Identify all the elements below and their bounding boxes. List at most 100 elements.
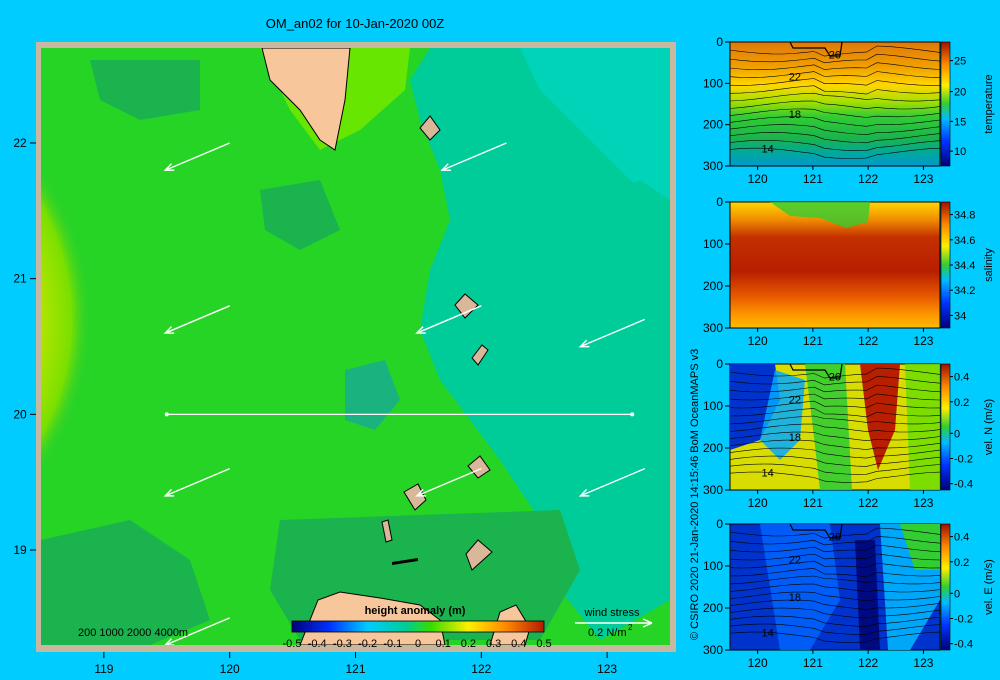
map-xtick-label: 121 bbox=[345, 662, 365, 676]
panel-contour-line bbox=[729, 591, 941, 602]
contour-low-ne-deep bbox=[520, 48, 670, 210]
panel-xtick-label: 120 bbox=[748, 496, 768, 510]
panel-contour-line bbox=[729, 560, 941, 569]
panel-xtick-label: 120 bbox=[748, 656, 768, 670]
wind-vector bbox=[163, 142, 230, 171]
panel-contour-line bbox=[729, 568, 941, 578]
contour-mid-dark-center bbox=[260, 180, 340, 250]
panel-xtick-label: 120 bbox=[748, 172, 768, 186]
panel-contour-line bbox=[729, 527, 941, 539]
panel-cbar-tick-label: -0.4 bbox=[954, 639, 973, 651]
panel-contour-line bbox=[729, 124, 941, 136]
panel-velN-southward-2 bbox=[760, 370, 805, 460]
panel-contour-line bbox=[729, 45, 941, 57]
panel-contour-line bbox=[729, 71, 941, 78]
map-ytick-label: 20 bbox=[13, 407, 27, 421]
wind-vector bbox=[440, 142, 507, 171]
panel-ytick-label: 300 bbox=[703, 643, 723, 657]
panel-cbar-tick-label: 0.4 bbox=[954, 532, 969, 544]
panel-cbar-tick-label: 34.2 bbox=[954, 285, 975, 297]
panel-cbar-tick-label: 0.2 bbox=[954, 397, 969, 409]
panel-contour-line bbox=[729, 553, 941, 561]
panel-contour-line bbox=[729, 455, 941, 467]
map-colorbar-bar bbox=[291, 620, 545, 633]
panel-contour-line bbox=[729, 431, 941, 442]
panel-cbar-tick-label: 25 bbox=[954, 56, 966, 68]
section-line-start bbox=[164, 412, 169, 417]
panel-contour-line bbox=[729, 471, 941, 483]
wind-legend: wind stress 0.2 N/m 2 bbox=[575, 607, 653, 639]
panel-label-velE: vel. E (m/s) bbox=[983, 559, 995, 615]
land-island-7 bbox=[465, 539, 493, 571]
panel-salinity bbox=[729, 201, 951, 329]
panel-contour-line bbox=[729, 439, 941, 450]
panel-axes-text: 0 100 200 300 120 121 122 123 25 20 15 10 temperatur… bbox=[703, 35, 995, 670]
panel-ytick-label: 200 bbox=[703, 118, 723, 132]
panel-ytick-label: 300 bbox=[703, 483, 723, 497]
panel-cbar-tick-label: -0.2 bbox=[954, 454, 973, 466]
panel-contour-line bbox=[729, 147, 941, 159]
map-colorbar-tick: 0.2 bbox=[461, 638, 476, 650]
panel-xtick-label: 123 bbox=[913, 656, 933, 670]
panel-velE-colorbar bbox=[940, 523, 951, 651]
panel-xtick-label: 122 bbox=[858, 496, 878, 510]
panel-contour-line bbox=[729, 463, 941, 475]
land-island-3 bbox=[471, 344, 489, 366]
panel-xtick-label: 122 bbox=[858, 172, 878, 186]
panel-contour-label: 22 bbox=[789, 72, 801, 84]
panel-contour-label: 22 bbox=[789, 554, 801, 566]
panel-cbar-tick-label: 20 bbox=[954, 87, 966, 99]
panel-contour-label: 26 bbox=[829, 49, 841, 61]
panel-contour-line bbox=[729, 447, 941, 459]
panel-xtick-label: 121 bbox=[803, 656, 823, 670]
panel-contour-line bbox=[729, 544, 941, 553]
map-colorbar-tick: 0.4 bbox=[511, 638, 526, 650]
map-ytick-label: 22 bbox=[13, 136, 27, 150]
map-colorbar-tick: -0.4 bbox=[308, 638, 327, 650]
map-xtick-label: 122 bbox=[471, 662, 491, 676]
panel-contour-line bbox=[729, 62, 941, 71]
panel-cbar-tick-label: 34.4 bbox=[954, 260, 975, 272]
panel-contour-line bbox=[729, 607, 941, 619]
contour-teal-center bbox=[345, 360, 400, 430]
panel-contour-line bbox=[729, 408, 941, 418]
panel-xtick-label: 123 bbox=[913, 334, 933, 348]
panel-contour-line bbox=[729, 78, 941, 86]
panel-ytick-label: 100 bbox=[703, 237, 723, 251]
map-colorbar-tick: -0.1 bbox=[383, 638, 402, 650]
map-xtick-label: 123 bbox=[597, 662, 617, 676]
wind-vector bbox=[163, 467, 230, 497]
map-ytick-label: 19 bbox=[13, 543, 27, 557]
panel-contour-line bbox=[729, 100, 941, 110]
panel-contour-line bbox=[729, 536, 941, 546]
panel-cbar-tick-label: -0.4 bbox=[954, 479, 973, 491]
panel-cbar-tick-label: 0 bbox=[954, 588, 960, 600]
map-ytick-label: 21 bbox=[13, 272, 27, 286]
panel-cbar-tick-label: 34.6 bbox=[954, 235, 975, 247]
panel-xtick-label: 121 bbox=[803, 334, 823, 348]
contour-mid-dark-west bbox=[41, 520, 210, 645]
panel-label-temperature: temperature bbox=[983, 74, 995, 133]
map-colorbar-tick: 0.1 bbox=[436, 638, 451, 650]
panel-velN-east bbox=[905, 364, 940, 490]
panel-velN-northward bbox=[860, 364, 900, 470]
panel-contour-line bbox=[729, 92, 941, 102]
panel-contour-line bbox=[729, 415, 941, 425]
panel-contour-label: 14 bbox=[762, 467, 774, 479]
panel-contour-line bbox=[729, 615, 941, 627]
panel-contour-line bbox=[729, 85, 941, 95]
panel-contour-label: 18 bbox=[789, 592, 801, 604]
panel-temperature: 26 22 18 14 bbox=[729, 41, 951, 167]
wind-vector bbox=[415, 467, 482, 497]
panel-cbar-tick-label: 34 bbox=[954, 310, 966, 322]
depth-legend: 200 1000 2000 4000m bbox=[78, 627, 188, 639]
land-island-8 bbox=[392, 558, 418, 565]
panel-velE-green bbox=[900, 524, 940, 570]
panel-xtick-label: 122 bbox=[858, 656, 878, 670]
panel-xtick-label: 120 bbox=[748, 334, 768, 348]
map-colorbar-tick: 0.3 bbox=[486, 638, 501, 650]
panel-velN: 26 22 18 14 bbox=[729, 363, 951, 491]
panel-contour-cap bbox=[789, 41, 843, 57]
panel-xtick-label: 123 bbox=[913, 172, 933, 186]
wind-vector bbox=[578, 467, 646, 497]
